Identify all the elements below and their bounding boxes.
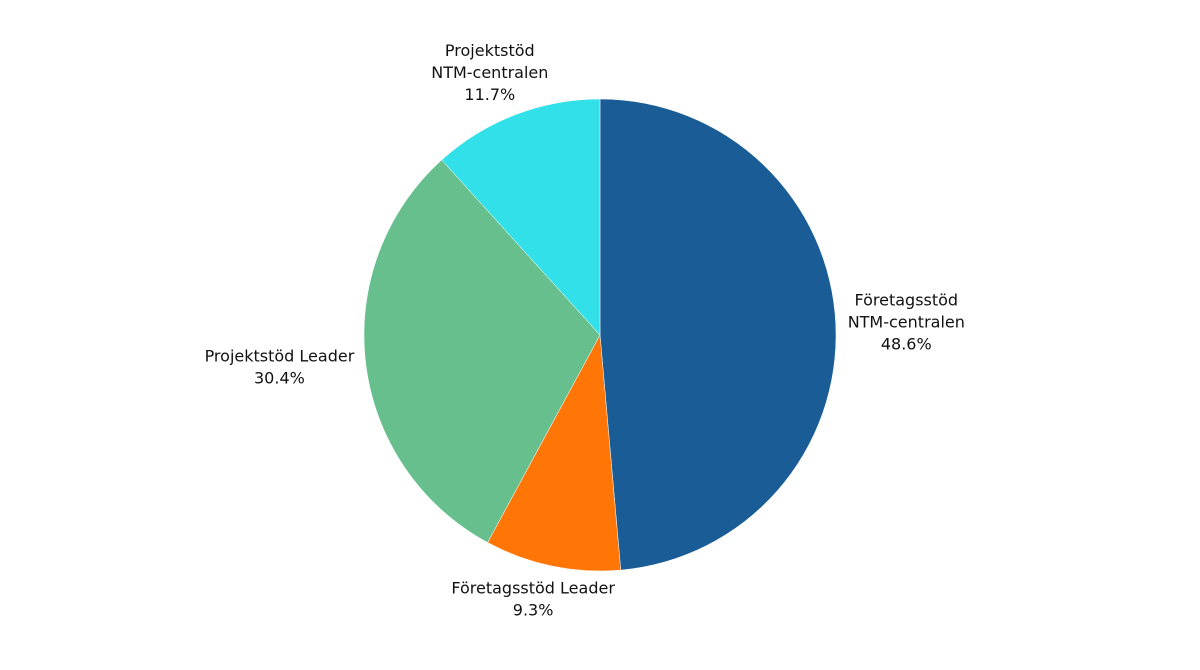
slice-value: 9.3% — [512, 600, 554, 620]
slice-value: 11.7% — [464, 84, 516, 104]
pie-slice — [441, 98, 601, 336]
slice-category: Företagsstöd NTM-centralen — [847, 290, 965, 332]
slice-label: Projektstöd NTM-centralen 11.7% — [431, 40, 548, 106]
slice-category: Projektstöd Leader — [204, 346, 355, 366]
slice-label: Företagsstöd Leader 9.3% — [451, 577, 615, 621]
slice-label: Företagsstöd NTM-centralen 48.6% — [848, 290, 965, 356]
pie-slice — [599, 98, 837, 571]
slice-value: 48.6% — [880, 334, 932, 354]
pie-slice — [363, 159, 601, 543]
slice-category: Projektstöd NTM-centralen — [431, 40, 549, 82]
slice-label: Projektstöd Leader 30.4% — [205, 345, 355, 389]
slice-value: 30.4% — [254, 368, 305, 388]
pie-slice — [487, 334, 622, 572]
slice-category: Företagsstöd Leader — [451, 578, 615, 598]
